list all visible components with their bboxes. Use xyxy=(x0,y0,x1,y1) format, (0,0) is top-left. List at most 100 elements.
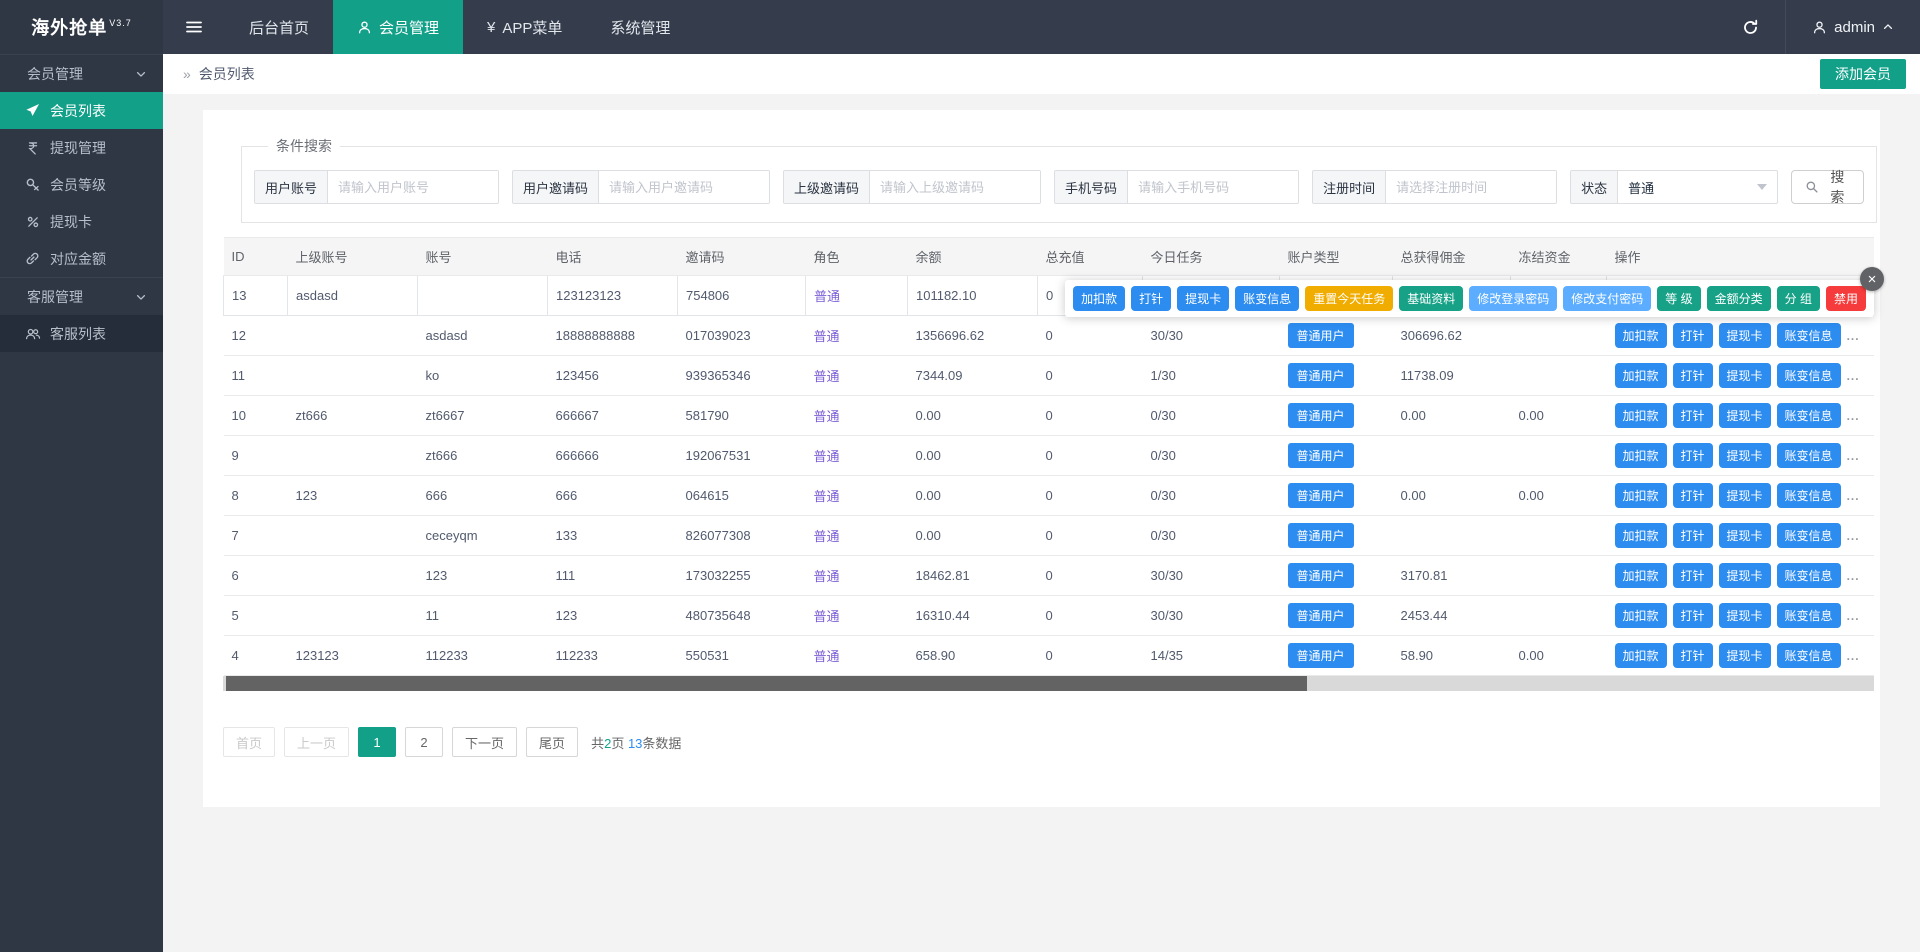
popup-action-button[interactable]: 基础资料 xyxy=(1399,286,1464,311)
row-action-button[interactable]: 加扣款 xyxy=(1614,603,1667,628)
search-button[interactable]: 搜索 xyxy=(1790,169,1865,205)
pagination-page-1[interactable]: 1 xyxy=(358,727,397,757)
role-link[interactable]: 普通 xyxy=(813,449,840,464)
sidebar-item-5[interactable]: 对应金额 xyxy=(0,240,163,277)
row-action-button[interactable]: 打针 xyxy=(1672,443,1713,468)
more-actions-button[interactable]: ... xyxy=(1846,408,1860,423)
row-action-button[interactable]: 账变信息 xyxy=(1776,643,1841,668)
popup-action-button[interactable]: 打针 xyxy=(1131,286,1172,311)
row-action-button[interactable]: 提现卡 xyxy=(1718,403,1771,428)
table-row: 6 123 111 173032255 普通 18462.81 0 30/30 普通用户 3170… xyxy=(223,555,1874,596)
popup-action-button[interactable]: 等 级 xyxy=(1657,286,1701,311)
row-action-button[interactable]: 加扣款 xyxy=(1614,523,1667,548)
row-action-button[interactable]: 加扣款 xyxy=(1614,363,1667,388)
role-link[interactable]: 普通 xyxy=(813,329,840,344)
nav-item-1[interactable]: 会员管理 xyxy=(333,0,464,54)
row-action-button[interactable]: 加扣款 xyxy=(1614,403,1667,428)
popup-action-button[interactable]: 金额分类 xyxy=(1706,286,1771,311)
sidebar-group-0[interactable]: 会员管理 xyxy=(0,54,163,92)
row-action-button[interactable]: 提现卡 xyxy=(1718,323,1771,348)
row-action-button[interactable]: 提现卡 xyxy=(1718,523,1771,548)
sidebar-item-7[interactable]: 客服列表 xyxy=(0,315,163,352)
more-actions-button[interactable]: ... xyxy=(1846,448,1860,463)
search-field-input[interactable] xyxy=(328,171,499,203)
row-action-button[interactable]: 账变信息 xyxy=(1776,523,1841,548)
admin-dropdown[interactable]: admin xyxy=(1786,0,1920,54)
refresh-icon[interactable] xyxy=(1716,0,1785,54)
nav-item-3[interactable]: 系统管理 xyxy=(586,0,694,54)
row-action-button[interactable]: 提现卡 xyxy=(1718,363,1771,388)
row-action-button[interactable]: 打针 xyxy=(1672,603,1713,628)
sidebar-item-4[interactable]: 提现卡 xyxy=(0,203,163,240)
more-actions-button[interactable]: ... xyxy=(1846,368,1860,383)
role-link[interactable]: 普通 xyxy=(813,369,840,384)
role-link[interactable]: 普通 xyxy=(813,409,840,424)
row-action-button[interactable]: 提现卡 xyxy=(1718,443,1771,468)
row-action-button[interactable]: 提现卡 xyxy=(1718,483,1771,508)
search-field-input[interactable] xyxy=(1128,171,1299,203)
role-link[interactable]: 普通 xyxy=(814,289,841,304)
row-action-button[interactable]: 账变信息 xyxy=(1776,443,1841,468)
row-action-button[interactable]: 加扣款 xyxy=(1614,483,1667,508)
row-action-button[interactable]: 打针 xyxy=(1672,483,1713,508)
row-action-button[interactable]: 账变信息 xyxy=(1776,603,1841,628)
popup-action-button[interactable]: 修改支付密码 xyxy=(1563,286,1652,311)
hamburger-icon[interactable] xyxy=(163,0,225,54)
row-action-button[interactable]: 账变信息 xyxy=(1776,363,1841,388)
role-link[interactable]: 普通 xyxy=(813,529,840,544)
row-action-button[interactable]: 打针 xyxy=(1672,363,1713,388)
row-action-button[interactable]: 账变信息 xyxy=(1776,483,1841,508)
search-field-input[interactable] xyxy=(1386,171,1557,203)
row-action-button[interactable]: 加扣款 xyxy=(1614,563,1667,588)
row-action-button[interactable]: 打针 xyxy=(1672,323,1713,348)
cell-value: 13 xyxy=(232,288,247,303)
row-action-button[interactable]: 账变信息 xyxy=(1776,323,1841,348)
popup-action-button[interactable]: 分 组 xyxy=(1776,286,1820,311)
cell-total-commission: 0.00 xyxy=(1392,395,1511,436)
row-action-button[interactable]: 加扣款 xyxy=(1614,323,1667,348)
row-action-button[interactable]: 打针 xyxy=(1672,563,1713,588)
search-field-input[interactable] xyxy=(870,171,1041,203)
more-actions-button[interactable]: ... xyxy=(1846,568,1860,583)
nav-item-2[interactable]: ¥ APP菜单 xyxy=(463,0,586,54)
sidebar-item-3[interactable]: 会员等级 xyxy=(0,166,163,203)
popup-action-button[interactable]: 账变信息 xyxy=(1235,286,1300,311)
popup-action-button[interactable]: 禁用 xyxy=(1825,286,1866,311)
sidebar-item-2[interactable]: 提现管理 xyxy=(0,129,163,166)
status-select[interactable]: 普通 xyxy=(1618,171,1777,203)
row-action-button[interactable]: 加扣款 xyxy=(1614,643,1667,668)
pagination-page-2[interactable]: 2 xyxy=(405,727,444,757)
row-action-button[interactable]: 打针 xyxy=(1672,523,1713,548)
cell-account: 123 xyxy=(417,555,548,596)
role-link[interactable]: 普通 xyxy=(813,489,840,504)
row-action-button[interactable]: 提现卡 xyxy=(1718,603,1771,628)
more-actions-button[interactable]: ... xyxy=(1846,528,1860,543)
popup-action-button[interactable]: 重置今天任务 xyxy=(1305,286,1394,311)
sidebar-item-1[interactable]: 会员列表 xyxy=(0,92,163,129)
close-icon[interactable]: × xyxy=(1860,267,1884,291)
add-member-button[interactable]: 添加会员 xyxy=(1820,59,1906,89)
nav-item-0[interactable]: 后台首页 xyxy=(225,0,333,54)
popup-action-button[interactable]: 加扣款 xyxy=(1073,286,1126,311)
more-actions-button[interactable]: ... xyxy=(1846,648,1860,663)
popup-action-button[interactable]: 修改登录密码 xyxy=(1469,286,1558,311)
pagination-next[interactable]: 下一页 xyxy=(452,727,518,757)
pagination-last[interactable]: 尾页 xyxy=(526,727,579,757)
row-action-button[interactable]: 加扣款 xyxy=(1614,443,1667,468)
sidebar-group-6[interactable]: 客服管理 xyxy=(0,277,163,315)
more-actions-button[interactable]: ... xyxy=(1846,608,1860,623)
row-action-button[interactable]: 账变信息 xyxy=(1776,563,1841,588)
row-action-button[interactable]: 打针 xyxy=(1672,643,1713,668)
role-link[interactable]: 普通 xyxy=(813,569,840,584)
row-action-button[interactable]: 打针 xyxy=(1672,403,1713,428)
role-link[interactable]: 普通 xyxy=(813,609,840,624)
more-actions-button[interactable]: ... xyxy=(1846,488,1860,503)
popup-action-button[interactable]: 提现卡 xyxy=(1177,286,1230,311)
row-action-button[interactable]: 账变信息 xyxy=(1776,403,1841,428)
scrollbar-thumb[interactable] xyxy=(226,676,1308,691)
search-field-input[interactable] xyxy=(599,171,770,203)
more-actions-button[interactable]: ... xyxy=(1846,328,1860,343)
row-action-button[interactable]: 提现卡 xyxy=(1718,643,1771,668)
role-link[interactable]: 普通 xyxy=(813,649,840,664)
row-action-button[interactable]: 提现卡 xyxy=(1718,563,1771,588)
